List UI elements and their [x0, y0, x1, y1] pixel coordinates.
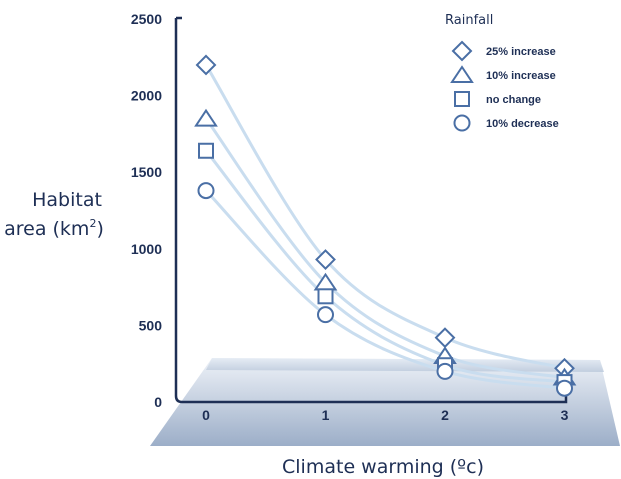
x-axis-title: Climate warming (ºc) [282, 456, 484, 478]
y-axis-title-line2: area (km2) [4, 217, 104, 240]
series-line-diamond [204, 64, 565, 370]
x-tick-label: 2 [441, 407, 449, 423]
x-tick-label: 0 [202, 407, 210, 423]
data-point-diamond [195, 54, 217, 76]
data-point-square [198, 142, 214, 159]
y-axis-title-close: ) [96, 218, 103, 240]
series-line-square [204, 149, 565, 384]
legend-marker-triangle [450, 65, 474, 83]
y-tick-label: 2500 [131, 11, 162, 27]
legend-label: 10% increase [486, 70, 556, 82]
y-axis-title-sup: 2 [89, 217, 96, 230]
data-point-circle [556, 379, 573, 397]
y-tick-label: 1500 [131, 164, 162, 180]
axis-lines [174, 16, 568, 404]
y-tick-label: 500 [139, 317, 163, 333]
x-tick-label: 3 [561, 407, 569, 423]
legend-label: no change [486, 94, 541, 106]
data-point-circle [317, 306, 334, 324]
chart-floor-top [206, 358, 604, 372]
x-tick-label: 1 [322, 407, 330, 423]
data-point-diamond [315, 249, 336, 270]
y-tick-label: 2000 [131, 88, 162, 104]
y-axis-title-line1: Habitat [32, 189, 102, 211]
data-point-square [317, 288, 334, 305]
legend-title: Rainfall [445, 13, 493, 28]
legend-label: 10% decrease [486, 118, 559, 130]
legend-marker-circle [453, 114, 471, 132]
y-tick-label: 0 [154, 394, 162, 410]
series-line-triangle [204, 117, 565, 379]
data-point-triangle [194, 108, 218, 127]
legend-marker-diamond [451, 40, 473, 62]
y-axis-title-text: area (km [4, 218, 89, 240]
data-point-circle [197, 182, 215, 200]
y-tick-label: 1000 [131, 241, 162, 257]
legend-marker-square [454, 91, 470, 107]
legend-label: 25% increase [486, 46, 556, 58]
series-line-circle [204, 189, 565, 390]
data-point-diamond [434, 327, 456, 349]
data-point-circle [436, 362, 454, 380]
